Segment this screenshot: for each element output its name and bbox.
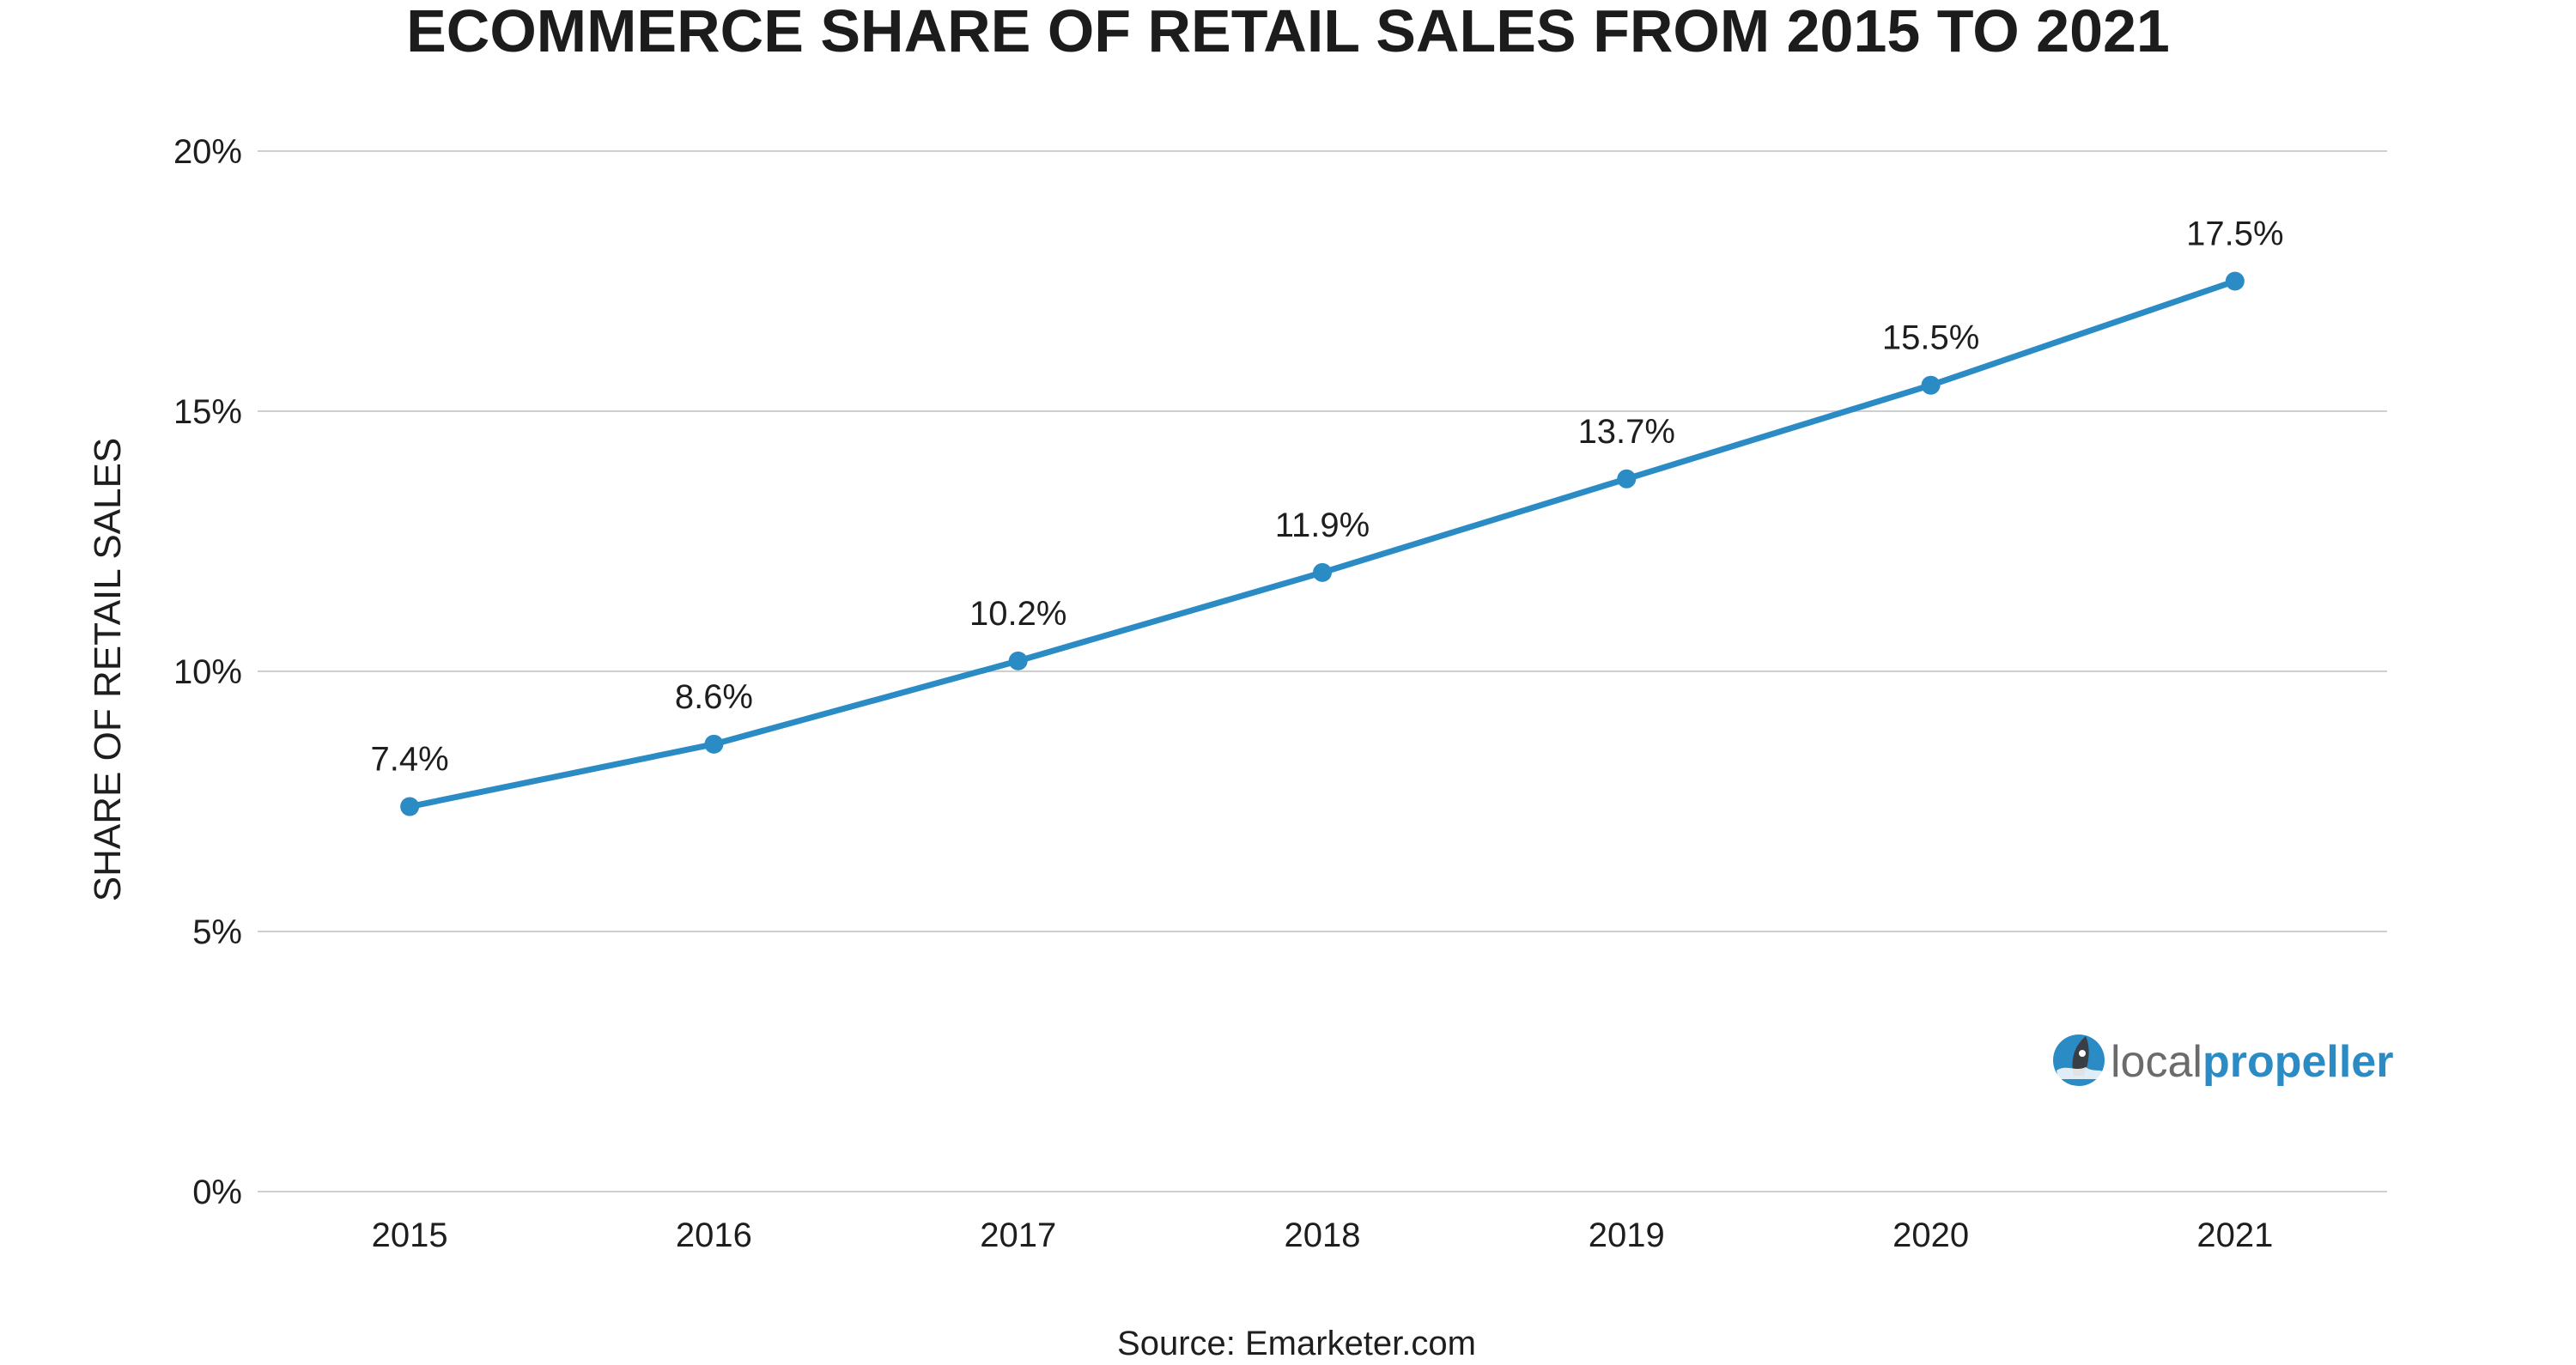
y-tick-label: 20%	[173, 133, 242, 171]
logo-part1: local	[2111, 1037, 2202, 1087]
data-label: 15.5%	[1882, 319, 1979, 357]
data-point	[1313, 562, 1332, 582]
data-label: 11.9%	[1275, 507, 1370, 544]
y-tick-label: 15%	[173, 393, 242, 431]
data-label: 17.5%	[2186, 215, 2283, 253]
logo: localpropeller	[2053, 1034, 2393, 1087]
x-axis-ticks: 2015 2016 2017 2018 2019 2020 2021	[372, 1216, 2274, 1254]
y-tick-label: 5%	[192, 913, 242, 951]
grid-layer	[258, 150, 2387, 1192]
data-point	[704, 734, 724, 754]
y-axis-label: SHARE OF RETAIL SALES	[87, 438, 129, 901]
data-point	[400, 797, 420, 816]
y-tick-label: 0%	[192, 1174, 242, 1211]
data-label: 8.6%	[675, 678, 753, 716]
x-tick-label: 2015	[372, 1216, 448, 1254]
x-tick-label: 2020	[1893, 1216, 1969, 1254]
source-note: Source: Emarketer.com	[1117, 1325, 1476, 1362]
x-tick-label: 2016	[676, 1216, 752, 1254]
x-tick-label: 2019	[1589, 1216, 1665, 1254]
x-tick-label: 2017	[980, 1216, 1056, 1254]
y-axis-ticks: 0% 5% 10% 15% 20%	[173, 133, 242, 1211]
series-layer	[400, 271, 2245, 816]
logo-part2: propeller	[2202, 1037, 2394, 1087]
data-labels: 7.4% 8.6% 10.2% 11.9% 13.7% 15.5% 17.5%	[371, 215, 2284, 779]
data-label: 10.2%	[969, 595, 1066, 633]
data-point	[1617, 469, 1637, 488]
data-label: 13.7%	[1578, 413, 1675, 451]
logo-wordmark: localpropeller	[2111, 1037, 2393, 1087]
data-label: 7.4%	[371, 741, 449, 779]
data-point	[1921, 375, 1941, 395]
chart-title: ECOMMERCE SHARE OF RETAIL SALES FROM 201…	[406, 0, 2170, 64]
data-point	[2225, 271, 2245, 291]
data-point	[1008, 651, 1028, 670]
y-tick-label: 10%	[173, 653, 242, 691]
x-tick-label: 2018	[1285, 1216, 1361, 1254]
rocket-icon	[2053, 1034, 2105, 1086]
x-tick-label: 2021	[2196, 1216, 2273, 1254]
